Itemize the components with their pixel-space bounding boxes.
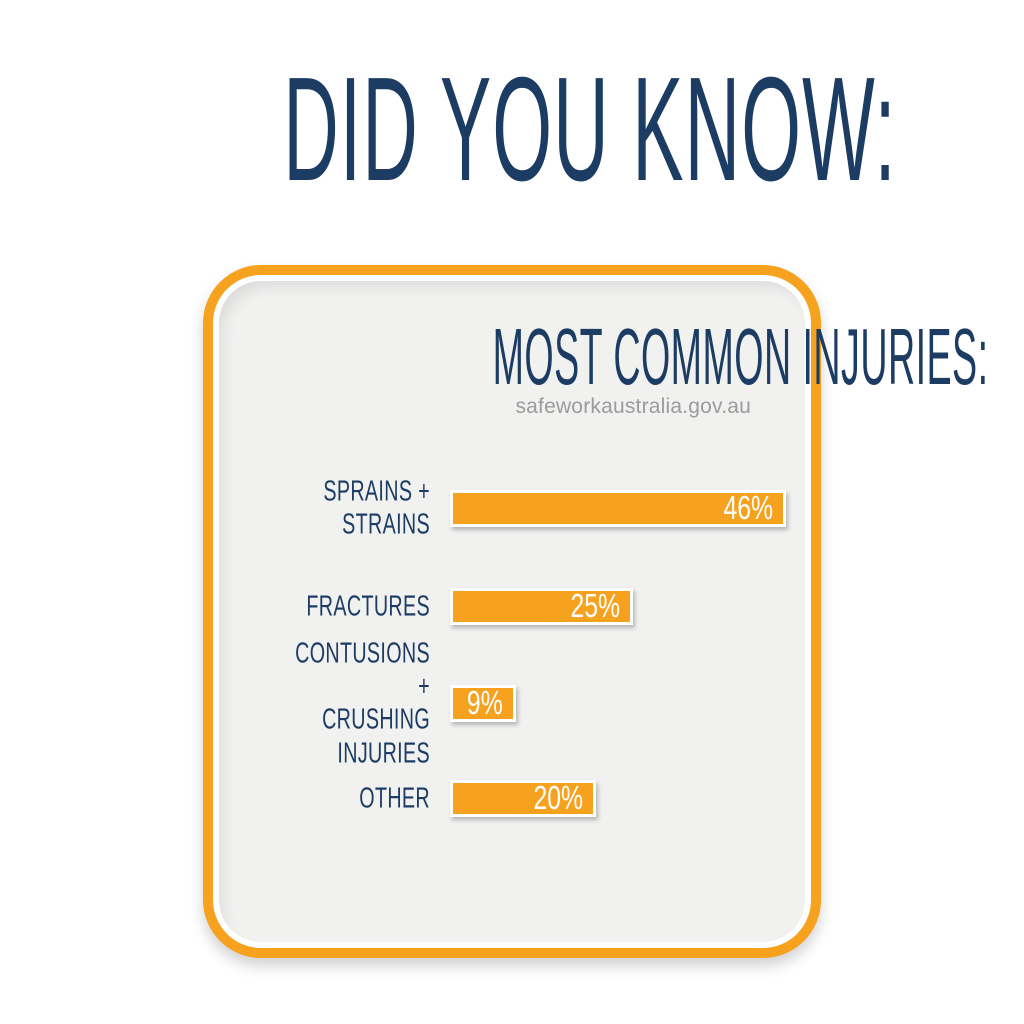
bar-label: SPRAINS + STRAINS [323,475,430,541]
injuries-card: MOST COMMON INJURIES: safeworkaustralia.… [203,265,988,958]
card-heading: MOST COMMON INJURIES: [213,317,988,397]
card-heading-text: MOST COMMON INJURIES: [492,312,989,401]
bar-contusions: 9% [450,683,516,722]
bar-label: OTHER [359,781,430,814]
page-title-text: DID YOU KNOW: [283,47,897,212]
bar-value: 46% [723,488,773,526]
bar-value: 25% [570,586,620,624]
chart-row-contusions: CONTUSIONS + CRUSHING INJURIES 9% [213,637,811,769]
source-url: safeworkaustralia.gov.au [515,395,751,418]
chart-row-fractures: FRACTURES 25% [213,586,811,625]
bar-chart: SPRAINS + STRAINS 46% FRACTURES 25% CONT… [213,275,811,948]
page-title: DID YOU KNOW: [0,47,1024,212]
bar-other: 20% [450,778,596,817]
bar-label: FRACTURES [306,589,430,622]
bar-value: 20% [533,778,583,816]
chart-row-sprains-strains: SPRAINS + STRAINS 46% [213,475,811,541]
bar-fractures: 25% [450,586,633,625]
bar-value: 9% [467,683,503,721]
bar-sprains-strains: 46% [450,488,786,527]
bar-label: CONTUSIONS + CRUSHING INJURIES [295,636,430,769]
chart-row-other: OTHER 20% [213,778,811,817]
